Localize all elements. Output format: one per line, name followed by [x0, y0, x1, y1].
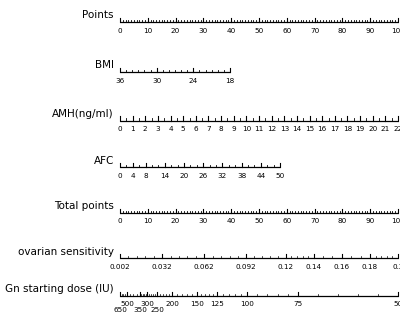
Text: 32: 32 [218, 173, 227, 179]
Text: 24: 24 [189, 78, 198, 84]
Text: 11: 11 [254, 126, 264, 132]
Text: AFC: AFC [94, 156, 114, 166]
Text: 4: 4 [130, 173, 135, 179]
Text: 100: 100 [391, 218, 400, 224]
Text: 19: 19 [356, 126, 365, 132]
Text: 3: 3 [156, 126, 160, 132]
Text: 100: 100 [391, 28, 400, 33]
Text: 0.2: 0.2 [392, 264, 400, 270]
Text: 300: 300 [140, 301, 154, 307]
Text: 10: 10 [143, 28, 152, 33]
Text: 40: 40 [226, 28, 236, 33]
Text: 80: 80 [338, 28, 347, 33]
Text: 0: 0 [118, 173, 122, 179]
Text: 13: 13 [280, 126, 289, 132]
Text: 0.002: 0.002 [110, 264, 130, 270]
Text: 0.062: 0.062 [194, 264, 215, 270]
Text: 500: 500 [120, 301, 134, 307]
Text: 50: 50 [275, 173, 285, 179]
Text: 10: 10 [242, 126, 251, 132]
Text: 125: 125 [210, 301, 224, 307]
Text: 150: 150 [190, 301, 204, 307]
Text: 200: 200 [165, 301, 179, 307]
Text: 100: 100 [240, 301, 254, 307]
Text: Gn starting dose (IU): Gn starting dose (IU) [5, 284, 114, 294]
Text: AMH(ng/ml): AMH(ng/ml) [52, 109, 114, 119]
Text: 50: 50 [254, 28, 264, 33]
Text: 70: 70 [310, 218, 319, 224]
Text: 44: 44 [256, 173, 266, 179]
Text: 50: 50 [254, 218, 264, 224]
Text: 0.092: 0.092 [236, 264, 257, 270]
Text: 20: 20 [171, 28, 180, 33]
Text: 20: 20 [368, 126, 377, 132]
Text: 0.032: 0.032 [152, 264, 172, 270]
Text: 6: 6 [194, 126, 198, 132]
Text: 60: 60 [282, 218, 292, 224]
Text: 38: 38 [237, 173, 246, 179]
Text: ovarian sensitivity: ovarian sensitivity [18, 247, 114, 257]
Text: BMI: BMI [95, 60, 114, 70]
Text: 4: 4 [168, 126, 173, 132]
Text: 8: 8 [143, 173, 148, 179]
Text: 1: 1 [130, 126, 135, 132]
Text: 0.18: 0.18 [362, 264, 378, 270]
Text: 0.12: 0.12 [278, 264, 294, 270]
Text: 18: 18 [225, 78, 235, 84]
Text: 10: 10 [143, 218, 152, 224]
Text: Points: Points [82, 10, 114, 20]
Text: 60: 60 [282, 28, 292, 33]
Text: 9: 9 [232, 126, 236, 132]
Text: 80: 80 [338, 218, 347, 224]
Text: 36: 36 [115, 78, 125, 84]
Text: 90: 90 [366, 28, 375, 33]
Text: 16: 16 [318, 126, 327, 132]
Text: 30: 30 [199, 28, 208, 33]
Text: 21: 21 [381, 126, 390, 132]
Text: 18: 18 [343, 126, 352, 132]
Text: 7: 7 [206, 126, 211, 132]
Text: 0.14: 0.14 [306, 264, 322, 270]
Text: 350: 350 [133, 307, 147, 313]
Text: 8: 8 [219, 126, 224, 132]
Text: Total points: Total points [54, 201, 114, 211]
Text: 70: 70 [310, 28, 319, 33]
Text: 15: 15 [305, 126, 314, 132]
Text: 0: 0 [118, 28, 122, 33]
Text: 20: 20 [171, 218, 180, 224]
Text: 0.16: 0.16 [334, 264, 350, 270]
Text: 40: 40 [226, 218, 236, 224]
Text: 30: 30 [199, 218, 208, 224]
Text: 50: 50 [393, 301, 400, 307]
Text: 14: 14 [160, 173, 170, 179]
Text: 17: 17 [330, 126, 340, 132]
Text: 0: 0 [118, 126, 122, 132]
Text: 0: 0 [118, 218, 122, 224]
Text: 2: 2 [143, 126, 148, 132]
Text: 250: 250 [150, 307, 164, 313]
Text: 12: 12 [267, 126, 276, 132]
Text: 75: 75 [293, 301, 302, 307]
Text: 5: 5 [181, 126, 186, 132]
Text: 650: 650 [113, 307, 127, 313]
Text: 14: 14 [292, 126, 302, 132]
Text: 26: 26 [198, 173, 208, 179]
Text: 90: 90 [366, 218, 375, 224]
Text: 30: 30 [152, 78, 161, 84]
Text: 22: 22 [393, 126, 400, 132]
Text: 20: 20 [179, 173, 189, 179]
